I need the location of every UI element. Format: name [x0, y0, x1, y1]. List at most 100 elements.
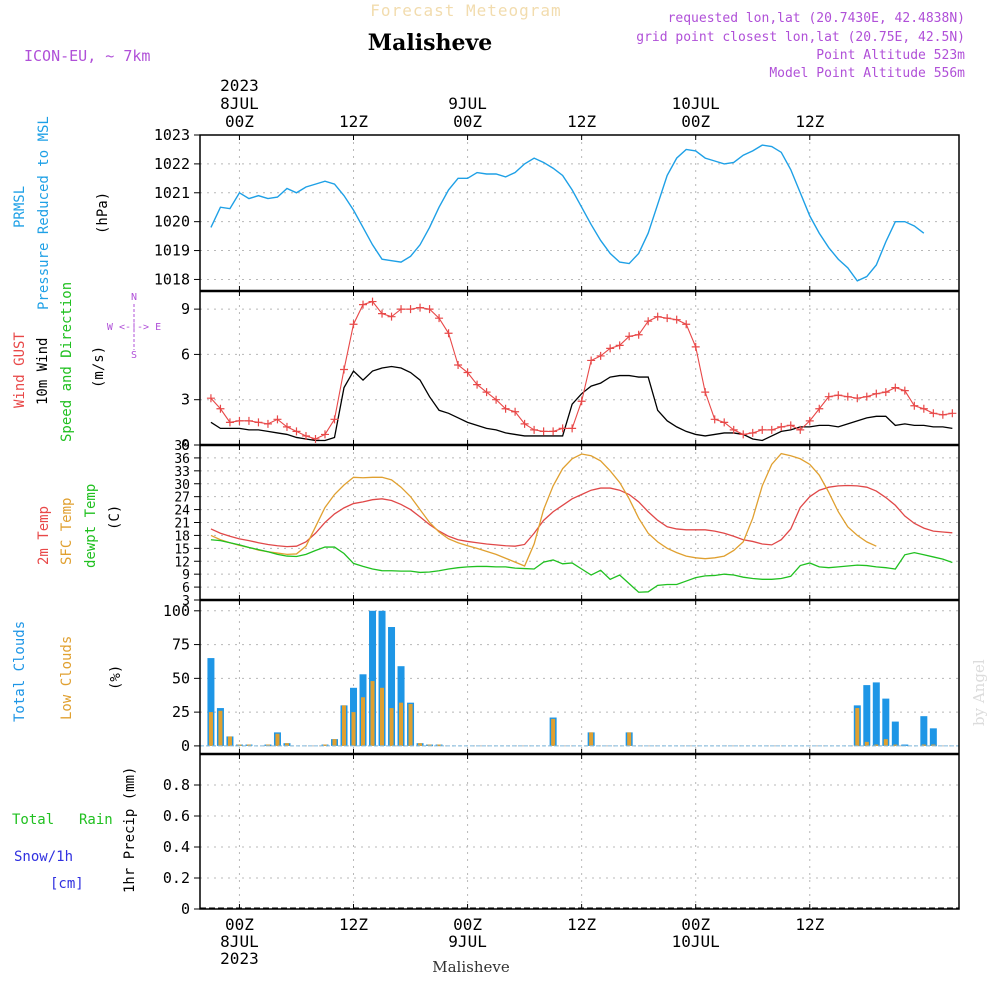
low-cloud-bar: [864, 741, 869, 746]
top-time-label: 8JUL: [220, 94, 259, 113]
gust-marker: [606, 344, 615, 353]
low-cloud-bar: [399, 702, 404, 746]
gust-marker: [729, 425, 738, 434]
low-cloud-bar: [855, 708, 860, 746]
gust-marker: [625, 332, 634, 341]
wind10m-line: [210, 365, 953, 442]
clouds-panel: 0 25 50 75 100: [163, 600, 959, 755]
temperature-ytick-label: 27: [174, 491, 190, 506]
low-cloud-bar: [332, 739, 337, 746]
gust-marker: [948, 409, 957, 418]
gust-marker: [206, 394, 215, 403]
gust-marker: [691, 342, 700, 351]
bottom-time-label: 10JUL: [672, 932, 720, 951]
total-cloud-bar: [872, 682, 880, 746]
low-cloud-bar: [218, 710, 223, 746]
total-cloud-bar: [369, 610, 377, 746]
low-cloud-bar: [246, 744, 251, 746]
gust-marker: [577, 397, 586, 406]
watermark: by Angel: [970, 659, 988, 726]
gust-marker: [397, 305, 406, 314]
gust-marker: [701, 388, 710, 397]
wind-label-c: Speed and Direction: [59, 282, 75, 442]
clouds-ytick-label: 50: [172, 669, 190, 687]
low-cloud-bar: [208, 712, 213, 746]
gust-marker: [378, 309, 387, 318]
bottom-time-label: 00Z: [225, 915, 254, 934]
bottom-time-label: 00Z: [453, 915, 482, 934]
gust-marker: [330, 415, 339, 424]
precip-ytick-label: 0: [181, 900, 190, 918]
gust-marker: [786, 421, 795, 430]
gust-marker: [748, 428, 757, 437]
total-cloud-bar: [891, 721, 899, 746]
bottom-time-label: 9JUL: [448, 932, 487, 951]
gust-marker: [273, 415, 282, 424]
temperature-ytick-label: 3: [182, 594, 190, 609]
pressure-ytick-label: 1018: [154, 270, 190, 288]
gust-marker: [815, 404, 824, 413]
t2m-line: [210, 484, 953, 548]
bottom-time-label: 12Z: [339, 915, 368, 934]
compass-we: W <-|-> E: [107, 322, 161, 333]
low-cloud-bar: [265, 744, 270, 746]
precip-axis-label: 1hr Precip (mm): [122, 767, 138, 893]
pressure-unit: (hPa): [95, 192, 111, 234]
gust-marker: [758, 425, 767, 434]
gust-marker: [511, 407, 520, 416]
gust-marker: [805, 416, 814, 425]
temperature-ytick-label: 9: [182, 568, 190, 583]
gust-marker: [520, 419, 529, 428]
gust-marker: [454, 360, 463, 369]
total-cloud-bar: [863, 685, 871, 746]
temperature-ytick-label: 24: [174, 504, 190, 519]
low-cloud-bar: [921, 744, 926, 746]
cloud-unit: (%): [108, 665, 124, 690]
total-cloud-bar: [388, 627, 396, 746]
precip-labels: Total Rain Snow/1h [cm] 1hr Precip (mm): [12, 767, 138, 893]
low-cloud-bar: [389, 708, 394, 746]
top-time-label: 00Z: [453, 112, 482, 131]
low-cloud-bar: [408, 704, 413, 746]
sfc-line: [210, 452, 877, 567]
gust-marker: [387, 312, 396, 321]
gust-marker: [244, 416, 253, 425]
chart-border: [199, 134, 960, 910]
point-altitude: Point Altitude 523m: [816, 48, 965, 63]
gust-marker: [710, 415, 719, 424]
temperature-ytick-label: 39: [174, 439, 190, 454]
temp-label-b: SFC Temp: [59, 498, 75, 565]
wind-ytick-label: 6: [181, 345, 190, 363]
gust-marker: [682, 320, 691, 329]
gust-marker: [539, 427, 548, 436]
gust-marker: [444, 329, 453, 338]
gust-marker: [359, 300, 368, 309]
wind-ytick-label: 0: [181, 436, 190, 454]
low-cloud-bar: [931, 744, 936, 746]
gust-marker: [834, 391, 843, 400]
wind-ytick-label: 9: [181, 300, 190, 318]
gust-marker: [492, 395, 501, 404]
gust-marker: [644, 317, 653, 326]
gust-marker: [739, 430, 748, 439]
compass-n: N: [131, 292, 137, 303]
model-altitude: Model Point Altitude 556m: [769, 66, 965, 81]
gust-marker: [311, 434, 320, 443]
pressure-labels: PRMSL Pressure Reduced to MSL (hPa): [12, 116, 111, 310]
temperature-ytick-label: 36: [174, 452, 190, 467]
dew-line: [210, 539, 953, 593]
gust-marker: [596, 351, 605, 360]
cloud-label-b: Low Clouds: [59, 636, 75, 720]
gust-marker: [891, 383, 900, 392]
pressure-label-b: Pressure Reduced to MSL: [36, 116, 52, 310]
bottom-time-label: 12Z: [795, 915, 824, 934]
precip-ytick-label: 0.8: [163, 776, 190, 794]
gust-marker: [530, 425, 539, 434]
gust-marker: [929, 409, 938, 418]
gust-marker: [796, 425, 805, 434]
low-cloud-bar: [275, 733, 280, 746]
top-time-label: 12Z: [567, 112, 596, 131]
top-time-label: 00Z: [681, 112, 710, 131]
gust-marker: [235, 416, 244, 425]
